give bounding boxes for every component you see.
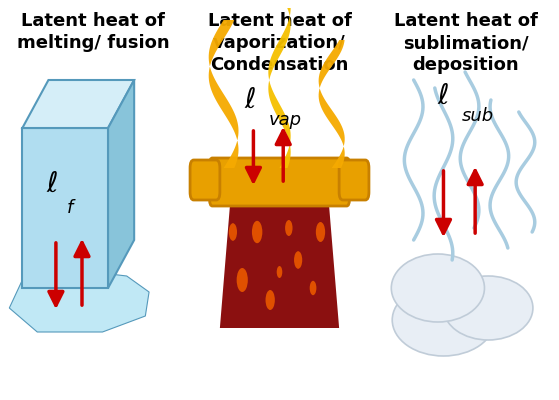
Circle shape — [252, 221, 262, 243]
FancyBboxPatch shape — [210, 158, 349, 206]
Circle shape — [229, 223, 237, 241]
Polygon shape — [108, 80, 134, 288]
Circle shape — [310, 281, 316, 295]
Text: Latent heat of
sublimation/
deposition: Latent heat of sublimation/ deposition — [394, 12, 538, 74]
Text: $\ell$: $\ell$ — [46, 170, 58, 198]
FancyBboxPatch shape — [190, 160, 220, 200]
Text: f: f — [67, 199, 73, 217]
Text: sub: sub — [462, 107, 494, 125]
Polygon shape — [319, 40, 345, 168]
Text: $\ell$: $\ell$ — [437, 82, 449, 110]
Text: vap: vap — [268, 111, 301, 129]
Polygon shape — [268, 8, 291, 168]
Text: $\ell$: $\ell$ — [244, 86, 256, 114]
Circle shape — [236, 268, 248, 292]
Polygon shape — [209, 20, 239, 168]
Circle shape — [266, 290, 275, 310]
Ellipse shape — [392, 284, 495, 356]
Circle shape — [316, 222, 325, 242]
Polygon shape — [231, 160, 328, 192]
Polygon shape — [10, 272, 149, 332]
FancyBboxPatch shape — [339, 160, 369, 200]
Circle shape — [285, 220, 292, 236]
Ellipse shape — [443, 276, 533, 340]
Polygon shape — [22, 80, 134, 128]
Ellipse shape — [391, 254, 485, 322]
Text: Latent heat of
vaporization/
Condensation: Latent heat of vaporization/ Condensatio… — [207, 12, 352, 74]
Polygon shape — [220, 192, 339, 328]
Circle shape — [294, 251, 302, 269]
Text: Latent heat of
melting/ fusion: Latent heat of melting/ fusion — [17, 12, 169, 52]
Circle shape — [277, 266, 282, 278]
Polygon shape — [22, 128, 108, 288]
